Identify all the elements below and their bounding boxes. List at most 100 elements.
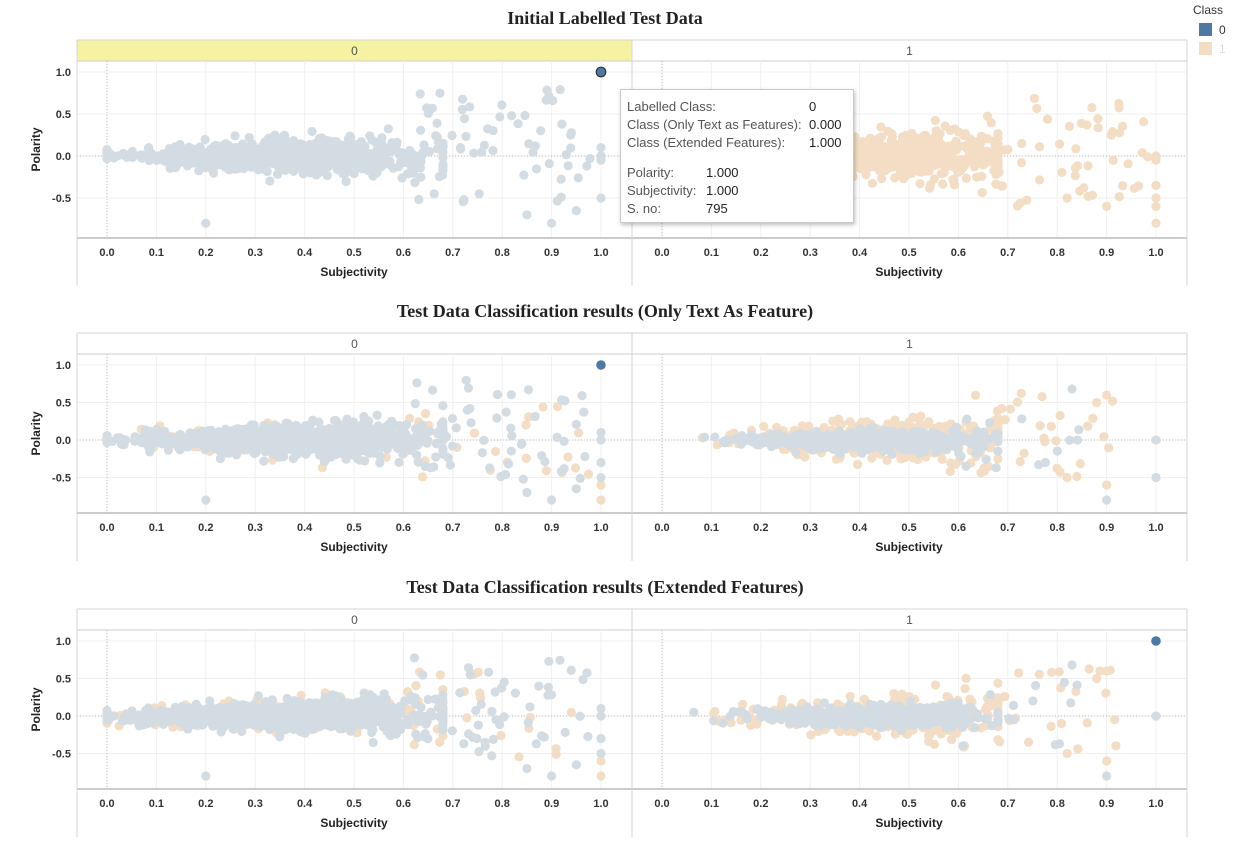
data-point [541, 466, 551, 476]
data-point [345, 440, 355, 450]
data-point [915, 179, 925, 189]
data-point [112, 433, 122, 443]
data-point [352, 454, 363, 464]
data-point [348, 722, 358, 732]
data-point [989, 166, 999, 176]
data-point [575, 473, 585, 483]
data-point [377, 133, 387, 143]
data-point [391, 703, 402, 713]
data-point [560, 396, 570, 406]
x-axis-label: Subjectivity [875, 540, 943, 554]
x-tick-label: 0.1 [704, 247, 719, 259]
x-axis-label: Subjectivity [320, 540, 388, 554]
data-point [417, 434, 427, 444]
data-point [585, 154, 595, 164]
x-tick-label: 0.6 [396, 522, 411, 534]
data-point [1114, 192, 1124, 202]
data-point [429, 189, 439, 199]
x-tick-label: 0.7 [1000, 522, 1015, 534]
data-point [325, 156, 335, 166]
data-point [205, 153, 215, 163]
data-point [937, 454, 947, 465]
x-tick-label: 0.4 [852, 247, 868, 259]
data-point [326, 447, 336, 458]
data-point [409, 168, 419, 178]
panel-1: 10.0 0.1 0.2 0.3 0.4 0.5 0.6 0.7 0.8 0.9 1.0Subjec… [631, 332, 1188, 561]
data-point [495, 112, 505, 122]
data-point [573, 173, 583, 183]
x-axis-label: Subjectivity [320, 265, 388, 279]
data-point [506, 446, 516, 456]
data-point [469, 148, 479, 158]
data-point [321, 146, 331, 156]
data-point [759, 421, 769, 431]
data-point [872, 440, 882, 450]
data-point [1102, 201, 1112, 211]
data-point [538, 402, 548, 412]
chart-title: Test Data Classification results (Only T… [397, 301, 813, 322]
data-point [993, 446, 1003, 456]
data-point [417, 150, 428, 160]
x-tick-label: 0.4 [297, 247, 313, 259]
data-point [251, 144, 261, 155]
data-point [930, 136, 940, 146]
data-point [1072, 471, 1082, 482]
data-point [791, 447, 801, 458]
data-point [473, 667, 483, 677]
x-tick-label: 0.8 [1050, 522, 1065, 534]
data-point [523, 385, 534, 395]
data-point [972, 136, 983, 146]
data-point [1087, 102, 1097, 113]
data-point [961, 461, 971, 471]
data-point [404, 438, 414, 448]
x-tick-label: 0.7 [445, 522, 460, 534]
data-point [503, 459, 514, 469]
data-points [102, 84, 606, 228]
data-point [960, 129, 971, 139]
data-point [365, 690, 375, 700]
data-point [351, 424, 361, 434]
data-point [342, 414, 352, 424]
data-point [169, 156, 179, 166]
data-point [981, 454, 991, 465]
data-point [1083, 421, 1093, 431]
data-point [497, 100, 507, 110]
data-point [466, 418, 476, 428]
data-point [828, 444, 838, 454]
x-tick-label: 0.6 [951, 247, 966, 259]
data-point [419, 140, 429, 150]
data-point [461, 131, 471, 141]
data-point [540, 456, 550, 467]
data-point [345, 131, 355, 141]
data-point [953, 167, 963, 177]
data-point [596, 495, 606, 505]
data-point [397, 148, 408, 158]
data-point [935, 434, 945, 444]
data-point [551, 744, 561, 754]
data-point [563, 452, 573, 462]
data-point [264, 440, 274, 451]
data-point [200, 134, 210, 145]
data-point [996, 181, 1006, 191]
data-point [596, 155, 606, 165]
data-point [435, 670, 446, 680]
x-tick-label: 0.0 [99, 522, 114, 534]
x-tick-label: 0.3 [248, 522, 263, 534]
data-point [977, 187, 987, 198]
data-point [925, 183, 935, 193]
data-point [855, 163, 865, 174]
data-point [244, 132, 254, 143]
panel-header-label: 0 [351, 44, 358, 58]
x-tick-label: 0.3 [248, 247, 263, 259]
data-point [931, 126, 941, 136]
data-point [517, 438, 527, 448]
data-point [425, 146, 435, 157]
data-point [119, 712, 130, 722]
data-point [596, 771, 606, 781]
data-point [519, 170, 529, 180]
panel-header-label: 0 [351, 337, 358, 351]
data-point [260, 149, 270, 159]
data-point [371, 433, 381, 443]
data-point [285, 433, 295, 443]
chart-title: Initial Labelled Test Data [507, 8, 703, 28]
